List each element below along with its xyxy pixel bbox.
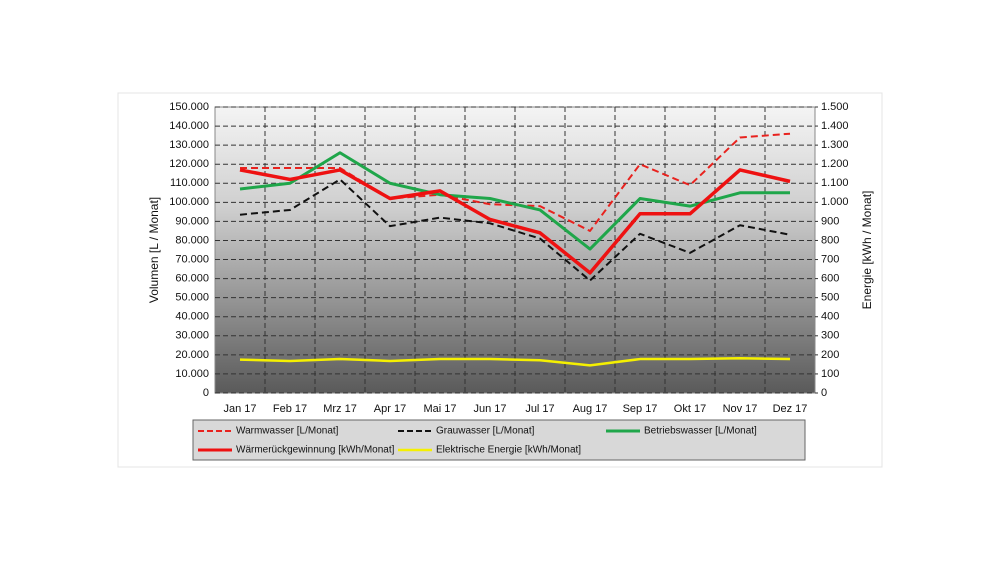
y2-tick-label: 100 [821, 368, 839, 380]
y-tick-label: 150.000 [169, 101, 209, 113]
y-tick-label: 30.000 [175, 330, 209, 342]
y-tick-label: 130.000 [169, 139, 209, 151]
y2-tick-label: 300 [821, 330, 839, 342]
y-tick-label: 90.000 [175, 215, 209, 227]
x-tick-label: Feb 17 [273, 403, 307, 415]
y2-tick-label: 1.000 [821, 196, 849, 208]
series-line [239, 168, 791, 275]
legend-label: Wärmerückgewinnung [kWh/Monat] [236, 445, 395, 456]
y2-tick-label: 400 [821, 311, 839, 323]
y2-tick-label: 1.200 [821, 158, 849, 170]
x-tick-label: Jan 17 [223, 403, 256, 415]
y-tick-label: 50.000 [175, 292, 209, 304]
y-tick-label: 110.000 [170, 177, 209, 189]
y-tick-label: 120.000 [169, 158, 209, 170]
legend-label: Grauwasser [L/Monat] [436, 426, 535, 437]
y-tick-label: 40.000 [175, 311, 209, 323]
y-tick-label: 20.000 [175, 349, 209, 361]
x-tick-label: Aug 17 [573, 403, 608, 415]
y2-tick-label: 500 [821, 292, 839, 304]
y-tick-label: 100.000 [169, 196, 209, 208]
series-line [239, 178, 791, 282]
y-tick-label: 140.000 [169, 120, 209, 132]
x-tick-label: Nov 17 [723, 403, 758, 415]
y-tick-label: 0 [203, 387, 209, 399]
y-axis-label: Volumen [L / Monat] [147, 197, 161, 303]
series-line [239, 357, 791, 367]
y-tick-label: 70.000 [175, 253, 209, 265]
x-tick-label: Mai 17 [423, 403, 456, 415]
series-line [240, 132, 791, 232]
y-tick-label: 60.000 [175, 273, 209, 285]
x-tick-label: Sep 17 [623, 403, 658, 415]
y2-tick-label: 1.100 [821, 177, 849, 189]
y2-axis-label: Energie [kWh / Monat] [860, 191, 874, 310]
y2-tick-label: 200 [821, 349, 839, 361]
x-tick-label: Jul 17 [525, 403, 554, 415]
y2-tick-label: 600 [821, 273, 839, 285]
legend-label: Warmwasser [L/Monat] [236, 426, 339, 437]
y-tick-label: 80.000 [175, 234, 209, 246]
legend [192, 419, 806, 461]
y2-tick-label: 900 [821, 215, 839, 227]
plot-area [214, 106, 816, 394]
y2-tick-label: 700 [821, 253, 839, 265]
legend-label: Elektrische Energie [kWh/Monat] [436, 445, 581, 456]
x-tick-label: Apr 17 [374, 403, 406, 415]
x-tick-label: Okt 17 [674, 403, 706, 415]
y-tick-label: 10.000 [175, 368, 209, 380]
y2-tick-label: 1.500 [821, 101, 849, 113]
y2-tick-label: 0 [821, 387, 827, 399]
x-tick-label: Jun 17 [473, 403, 506, 415]
y2-tick-label: 800 [821, 234, 839, 246]
y2-tick-label: 1.300 [821, 139, 849, 151]
y2-tick-label: 1.400 [821, 120, 849, 132]
x-tick-label: Dez 17 [773, 403, 808, 415]
series-line [239, 151, 790, 251]
legend-label: Betriebswasser [L/Monat] [644, 426, 757, 437]
x-tick-label: Mrz 17 [323, 403, 357, 415]
